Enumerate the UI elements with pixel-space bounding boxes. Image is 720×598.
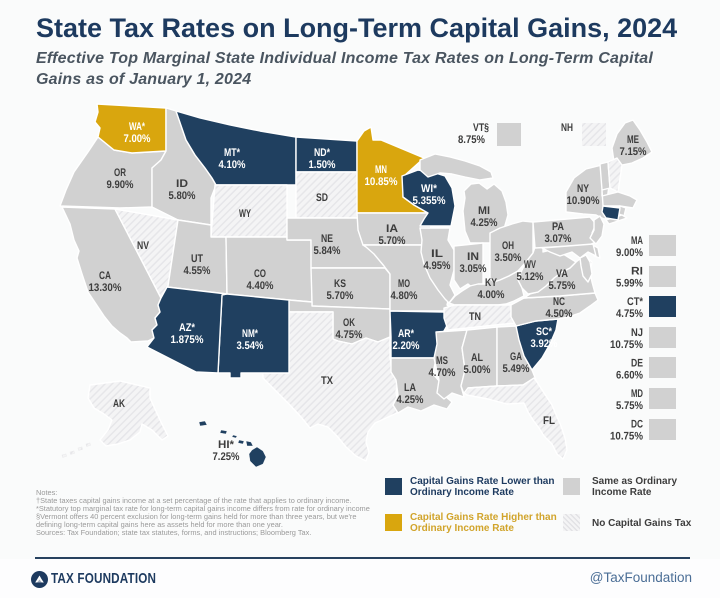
svg-text:4.95%: 4.95% xyxy=(424,260,451,272)
svg-text:TX: TX xyxy=(321,375,334,387)
svg-text:MO: MO xyxy=(398,278,410,290)
svg-text:IN: IN xyxy=(467,251,479,263)
svg-text:7.00%: 7.00% xyxy=(124,133,151,145)
svg-text:3.05%: 3.05% xyxy=(460,263,487,275)
svg-text:ND*: ND* xyxy=(314,147,331,159)
svg-text:5.80%: 5.80% xyxy=(169,190,196,202)
svg-text:GA: GA xyxy=(510,351,522,363)
svg-text:IL: IL xyxy=(431,248,443,260)
svg-text:4.10%: 4.10% xyxy=(219,159,246,171)
svg-text:VT§: VT§ xyxy=(473,122,489,134)
svg-text:9.90%: 9.90% xyxy=(107,179,134,191)
svg-text:OH: OH xyxy=(502,240,514,252)
svg-text:4.75%: 4.75% xyxy=(336,329,363,341)
svg-text:5.75%: 5.75% xyxy=(549,280,576,292)
svg-text:7.25%: 7.25% xyxy=(213,451,240,463)
svg-text:RI: RI xyxy=(631,266,643,278)
svg-text:10.85%: 10.85% xyxy=(365,176,398,188)
svg-text:ME: ME xyxy=(627,134,639,146)
svg-text:4.50%: 4.50% xyxy=(546,308,573,320)
svg-text:AL: AL xyxy=(471,352,483,364)
svg-text:WA*: WA* xyxy=(129,121,146,133)
svg-text:WV: WV xyxy=(524,259,536,271)
svg-text:1.50%: 1.50% xyxy=(309,159,336,171)
svg-text:3.92%: 3.92% xyxy=(531,338,558,350)
svg-text:NH: NH xyxy=(561,122,573,134)
svg-text:AK: AK xyxy=(113,398,125,410)
svg-text:MN: MN xyxy=(375,164,387,176)
svg-text:PA: PA xyxy=(552,221,564,233)
svg-text:WY: WY xyxy=(239,208,251,220)
svg-text:SD: SD xyxy=(316,192,328,204)
svg-text:8.75%: 8.75% xyxy=(458,134,485,146)
svg-text:4.80%: 4.80% xyxy=(391,290,418,302)
svg-text:MA: MA xyxy=(631,235,643,247)
svg-text:KS: KS xyxy=(334,278,346,290)
svg-text:DC: DC xyxy=(631,419,643,431)
svg-text:NV: NV xyxy=(137,240,150,252)
svg-text:LA: LA xyxy=(404,382,416,394)
svg-text:ID: ID xyxy=(176,178,188,190)
svg-text:3.07%: 3.07% xyxy=(545,233,572,245)
svg-text:OK: OK xyxy=(343,317,355,329)
svg-text:5.70%: 5.70% xyxy=(327,290,354,302)
svg-text:4.70%: 4.70% xyxy=(429,367,456,379)
svg-text:4.75%: 4.75% xyxy=(616,308,643,320)
svg-text:10.90%: 10.90% xyxy=(567,195,600,207)
svg-text:NJ: NJ xyxy=(631,327,643,339)
svg-text:5.00%: 5.00% xyxy=(464,364,491,376)
svg-text:10.75%: 10.75% xyxy=(610,431,643,443)
svg-text:5.75%: 5.75% xyxy=(616,400,643,412)
svg-text:4.25%: 4.25% xyxy=(397,394,424,406)
svg-text:NC: NC xyxy=(553,296,565,308)
svg-text:7.15%: 7.15% xyxy=(620,146,647,158)
svg-text:CO: CO xyxy=(254,268,266,280)
svg-text:VA: VA xyxy=(556,268,568,280)
svg-text:AR*: AR* xyxy=(398,328,415,340)
svg-text:2.20%: 2.20% xyxy=(393,340,420,352)
svg-text:5.12%: 5.12% xyxy=(517,271,544,283)
svg-text:10.75%: 10.75% xyxy=(610,339,643,351)
svg-text:AZ*: AZ* xyxy=(179,322,196,334)
svg-text:5.70%: 5.70% xyxy=(379,235,406,247)
svg-text:4.25%: 4.25% xyxy=(471,217,498,229)
svg-text:NY: NY xyxy=(577,183,590,195)
svg-text:13.30%: 13.30% xyxy=(89,282,122,294)
svg-text:NM*: NM* xyxy=(242,328,259,340)
svg-text:DE: DE xyxy=(631,357,643,369)
svg-text:IA: IA xyxy=(386,223,398,235)
svg-text:3.54%: 3.54% xyxy=(237,340,264,352)
svg-text:UT: UT xyxy=(191,253,203,265)
svg-text:9.00%: 9.00% xyxy=(616,247,643,259)
svg-text:4.40%: 4.40% xyxy=(247,280,274,292)
svg-text:TN: TN xyxy=(469,311,481,323)
svg-text:KY: KY xyxy=(485,277,498,289)
svg-text:MT*: MT* xyxy=(224,147,241,159)
svg-text:NE: NE xyxy=(321,233,333,245)
svg-text:WI*: WI* xyxy=(421,183,438,195)
svg-text:MI: MI xyxy=(478,205,490,217)
svg-text:FL: FL xyxy=(543,415,555,427)
svg-text:5.355%: 5.355% xyxy=(413,195,446,207)
svg-text:SC*: SC* xyxy=(536,326,553,338)
svg-text:HI*: HI* xyxy=(218,439,235,451)
svg-text:5.99%: 5.99% xyxy=(616,278,643,290)
svg-text:MS: MS xyxy=(436,355,448,367)
svg-text:5.49%: 5.49% xyxy=(503,363,530,375)
svg-text:3.50%: 3.50% xyxy=(495,252,522,264)
svg-text:1.875%: 1.875% xyxy=(171,334,204,346)
svg-text:CT*: CT* xyxy=(627,296,644,308)
svg-text:MD: MD xyxy=(631,388,643,400)
svg-text:4.00%: 4.00% xyxy=(478,289,505,301)
svg-text:6.60%: 6.60% xyxy=(616,369,643,381)
svg-text:OR: OR xyxy=(114,167,126,179)
svg-text:CA: CA xyxy=(99,270,111,282)
svg-text:5.84%: 5.84% xyxy=(314,245,341,257)
svg-text:4.55%: 4.55% xyxy=(184,265,211,277)
